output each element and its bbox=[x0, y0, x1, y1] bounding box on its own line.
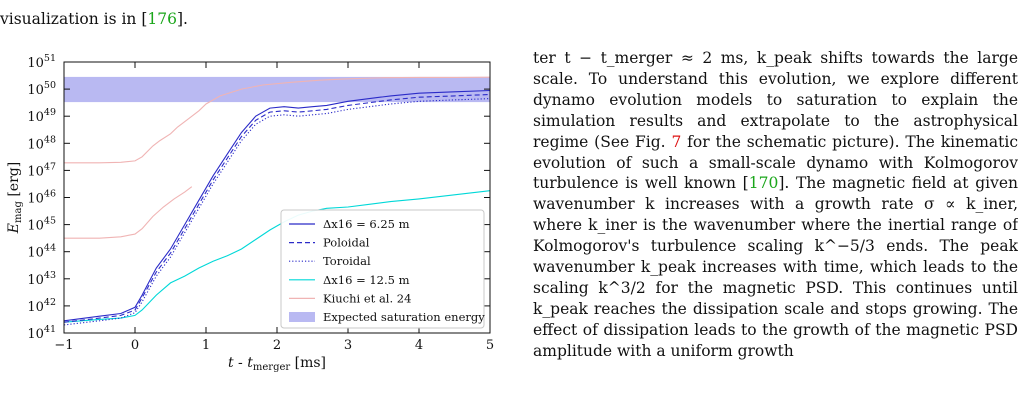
top-text-block: visualization is in [176]. bbox=[0, 0, 1028, 40]
x-tick-label: 2 bbox=[273, 338, 281, 353]
body-text-part-3: ]. The magnetic field at given wavenumbe… bbox=[533, 174, 1018, 360]
legend-box bbox=[280, 209, 485, 329]
legend-swatch-band bbox=[289, 312, 315, 322]
y-tick-label: 1045 bbox=[27, 216, 56, 234]
series-line-5 bbox=[64, 186, 193, 239]
series-line-3 bbox=[63, 190, 491, 323]
citation-link-176[interactable]: 176 bbox=[147, 10, 177, 28]
y-tick-label: 1047 bbox=[27, 161, 56, 179]
citation-link-170[interactable]: 170 bbox=[748, 174, 779, 193]
y-tick-label: 1042 bbox=[27, 297, 56, 315]
y-tick-label: 1044 bbox=[27, 243, 56, 261]
body-text-part-1: ter t − t_merger ≈ 2 ms, k_peak shifts t… bbox=[533, 49, 1018, 151]
y-tick-label: 1043 bbox=[27, 270, 56, 288]
x-axis-label: t - tmerger [ms] bbox=[228, 355, 326, 373]
top-line-2-prefix: visualization is in [ bbox=[0, 10, 148, 28]
x-tick-label: 3 bbox=[344, 338, 352, 353]
figure-7-link[interactable]: 7 bbox=[671, 132, 682, 151]
x-tick-label: −1 bbox=[54, 338, 73, 353]
magnetic-energy-chart: −1 0 1 2 3 4 5 1041 1042 1043 1044 1045 1046 1047 1048… bbox=[6, 53, 494, 373]
body-paragraph: ter t − t_merger ≈ 2 ms, k_peak shifts t… bbox=[533, 48, 1018, 362]
legend-label: Poloidal bbox=[323, 236, 370, 250]
x-tick-label: 1 bbox=[202, 338, 210, 353]
series-line-0 bbox=[63, 89, 491, 322]
x-tick-label: 5 bbox=[486, 338, 494, 353]
x-tick-label: 0 bbox=[131, 338, 139, 353]
y-tick-label: 1046 bbox=[27, 189, 56, 207]
saturation-energy-band bbox=[64, 76, 490, 103]
legend-label: Expected saturation energy bbox=[323, 310, 485, 324]
top-line-2: visualization is in [176]. bbox=[0, 9, 188, 29]
legend-label: Δx16 = 12.5 m bbox=[323, 273, 410, 287]
y-tick-label: 1051 bbox=[27, 53, 56, 71]
y-tick-label: 1041 bbox=[27, 324, 56, 342]
y-tick-label: 1048 bbox=[27, 134, 56, 152]
legend-label: Δx16 = 6.25 m bbox=[323, 217, 410, 231]
legend-label: Kiuchi et al. 24 bbox=[323, 291, 411, 305]
x-tick-label: 4 bbox=[415, 338, 423, 353]
series-line-4 bbox=[64, 76, 491, 164]
y-tick-label: 1050 bbox=[27, 80, 56, 98]
body-text-column: ter t − t_merger ≈ 2 ms, k_peak shifts t… bbox=[533, 48, 1018, 412]
series-line-1 bbox=[63, 93, 491, 323]
series-line-2 bbox=[63, 98, 491, 326]
y-axis-label: Emag [erg] bbox=[6, 162, 24, 234]
top-line-2-suffix: ]. bbox=[177, 10, 188, 28]
y-tick-label: 1049 bbox=[27, 107, 56, 125]
body-text-part-2: for the schematic picture). The kinemati… bbox=[533, 132, 1018, 193]
legend-label: Toroidal bbox=[323, 254, 371, 268]
